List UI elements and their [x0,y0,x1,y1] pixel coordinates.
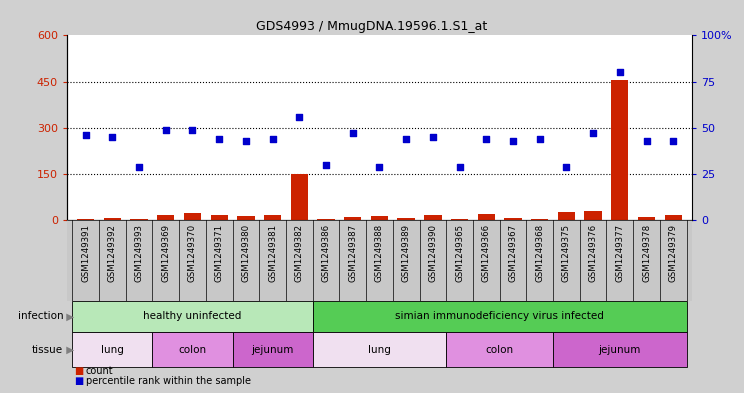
Bar [478,214,495,220]
Text: healthy uninfected: healthy uninfected [144,311,242,321]
Point [187,127,199,133]
Bar [157,215,174,220]
Text: GSM1249379: GSM1249379 [669,224,678,282]
Bar [312,332,446,367]
Point [641,138,652,144]
Text: GSM1249375: GSM1249375 [562,224,571,282]
Point [80,132,92,138]
Point [293,114,305,120]
Text: GSM1249376: GSM1249376 [589,224,597,282]
Text: ▶: ▶ [63,311,74,321]
Bar [558,212,575,220]
Text: GSM1249365: GSM1249365 [455,224,464,282]
Text: ■: ■ [74,376,83,386]
Text: jejunum: jejunum [599,345,641,355]
Bar [103,218,121,220]
Text: lung: lung [101,345,124,355]
Bar [371,217,388,220]
Text: simian immunodeficiency virus infected: simian immunodeficiency virus infected [395,311,604,321]
Bar [664,215,682,220]
Text: GSM1249370: GSM1249370 [188,224,197,282]
Text: tissue: tissue [32,345,63,355]
Point [560,163,572,170]
Bar [397,218,415,220]
Text: GSM1249366: GSM1249366 [482,224,491,282]
Text: ■: ■ [74,366,83,376]
Text: GSM1249382: GSM1249382 [295,224,304,282]
Text: jejunum: jejunum [251,345,294,355]
Point [481,136,493,142]
Text: GSM1249393: GSM1249393 [135,224,144,282]
Bar [638,217,655,220]
Text: GSM1249378: GSM1249378 [642,224,651,282]
Bar [184,213,201,220]
Point [347,130,359,136]
Point [400,136,412,142]
Text: colon: colon [179,345,207,355]
Text: GSM1249392: GSM1249392 [108,224,117,282]
Bar [585,211,602,220]
Point [533,136,545,142]
Bar [72,332,153,367]
Point [320,162,332,168]
Point [454,163,466,170]
Bar [611,80,629,220]
Bar [318,219,335,220]
Bar [553,332,687,367]
Text: GSM1249381: GSM1249381 [268,224,277,282]
Text: GSM1249380: GSM1249380 [241,224,251,282]
Point [133,163,145,170]
Bar [233,332,312,367]
Text: GSM1249368: GSM1249368 [535,224,544,282]
Bar [344,217,362,220]
Bar [153,332,233,367]
Bar [237,217,254,220]
Bar [291,174,308,220]
Text: GSM1249386: GSM1249386 [321,224,330,282]
Bar [446,332,553,367]
Bar [424,215,441,220]
Text: ▶: ▶ [63,345,74,355]
Text: GSM1249388: GSM1249388 [375,224,384,282]
Text: GSM1249369: GSM1249369 [161,224,170,282]
Text: GSM1249391: GSM1249391 [81,224,90,282]
Text: GSM1249390: GSM1249390 [429,224,437,282]
Bar [451,219,468,220]
Point [240,138,252,144]
Bar [264,215,281,220]
Bar [211,215,228,220]
Text: infection: infection [18,311,63,321]
Text: count: count [86,366,113,376]
Point [667,138,679,144]
Text: GSM1249387: GSM1249387 [348,224,357,282]
Text: lung: lung [368,345,391,355]
Point [106,134,118,140]
Bar [504,218,522,220]
Point [614,69,626,75]
Bar [312,301,687,332]
Point [214,136,225,142]
Point [266,136,278,142]
Bar [130,219,148,220]
Point [373,163,385,170]
Text: percentile rank within the sample: percentile rank within the sample [86,376,251,386]
Text: GSM1249377: GSM1249377 [615,224,624,282]
Point [507,138,519,144]
Point [587,130,599,136]
Text: GDS4993 / MmugDNA.19596.1.S1_at: GDS4993 / MmugDNA.19596.1.S1_at [257,20,487,33]
Point [160,127,172,133]
Text: GSM1249367: GSM1249367 [508,224,518,282]
Text: colon: colon [486,345,513,355]
Bar [531,219,548,220]
Point [427,134,439,140]
Text: GSM1249389: GSM1249389 [402,224,411,282]
Text: GSM1249371: GSM1249371 [215,224,224,282]
Bar [72,301,312,332]
Bar [77,219,94,220]
